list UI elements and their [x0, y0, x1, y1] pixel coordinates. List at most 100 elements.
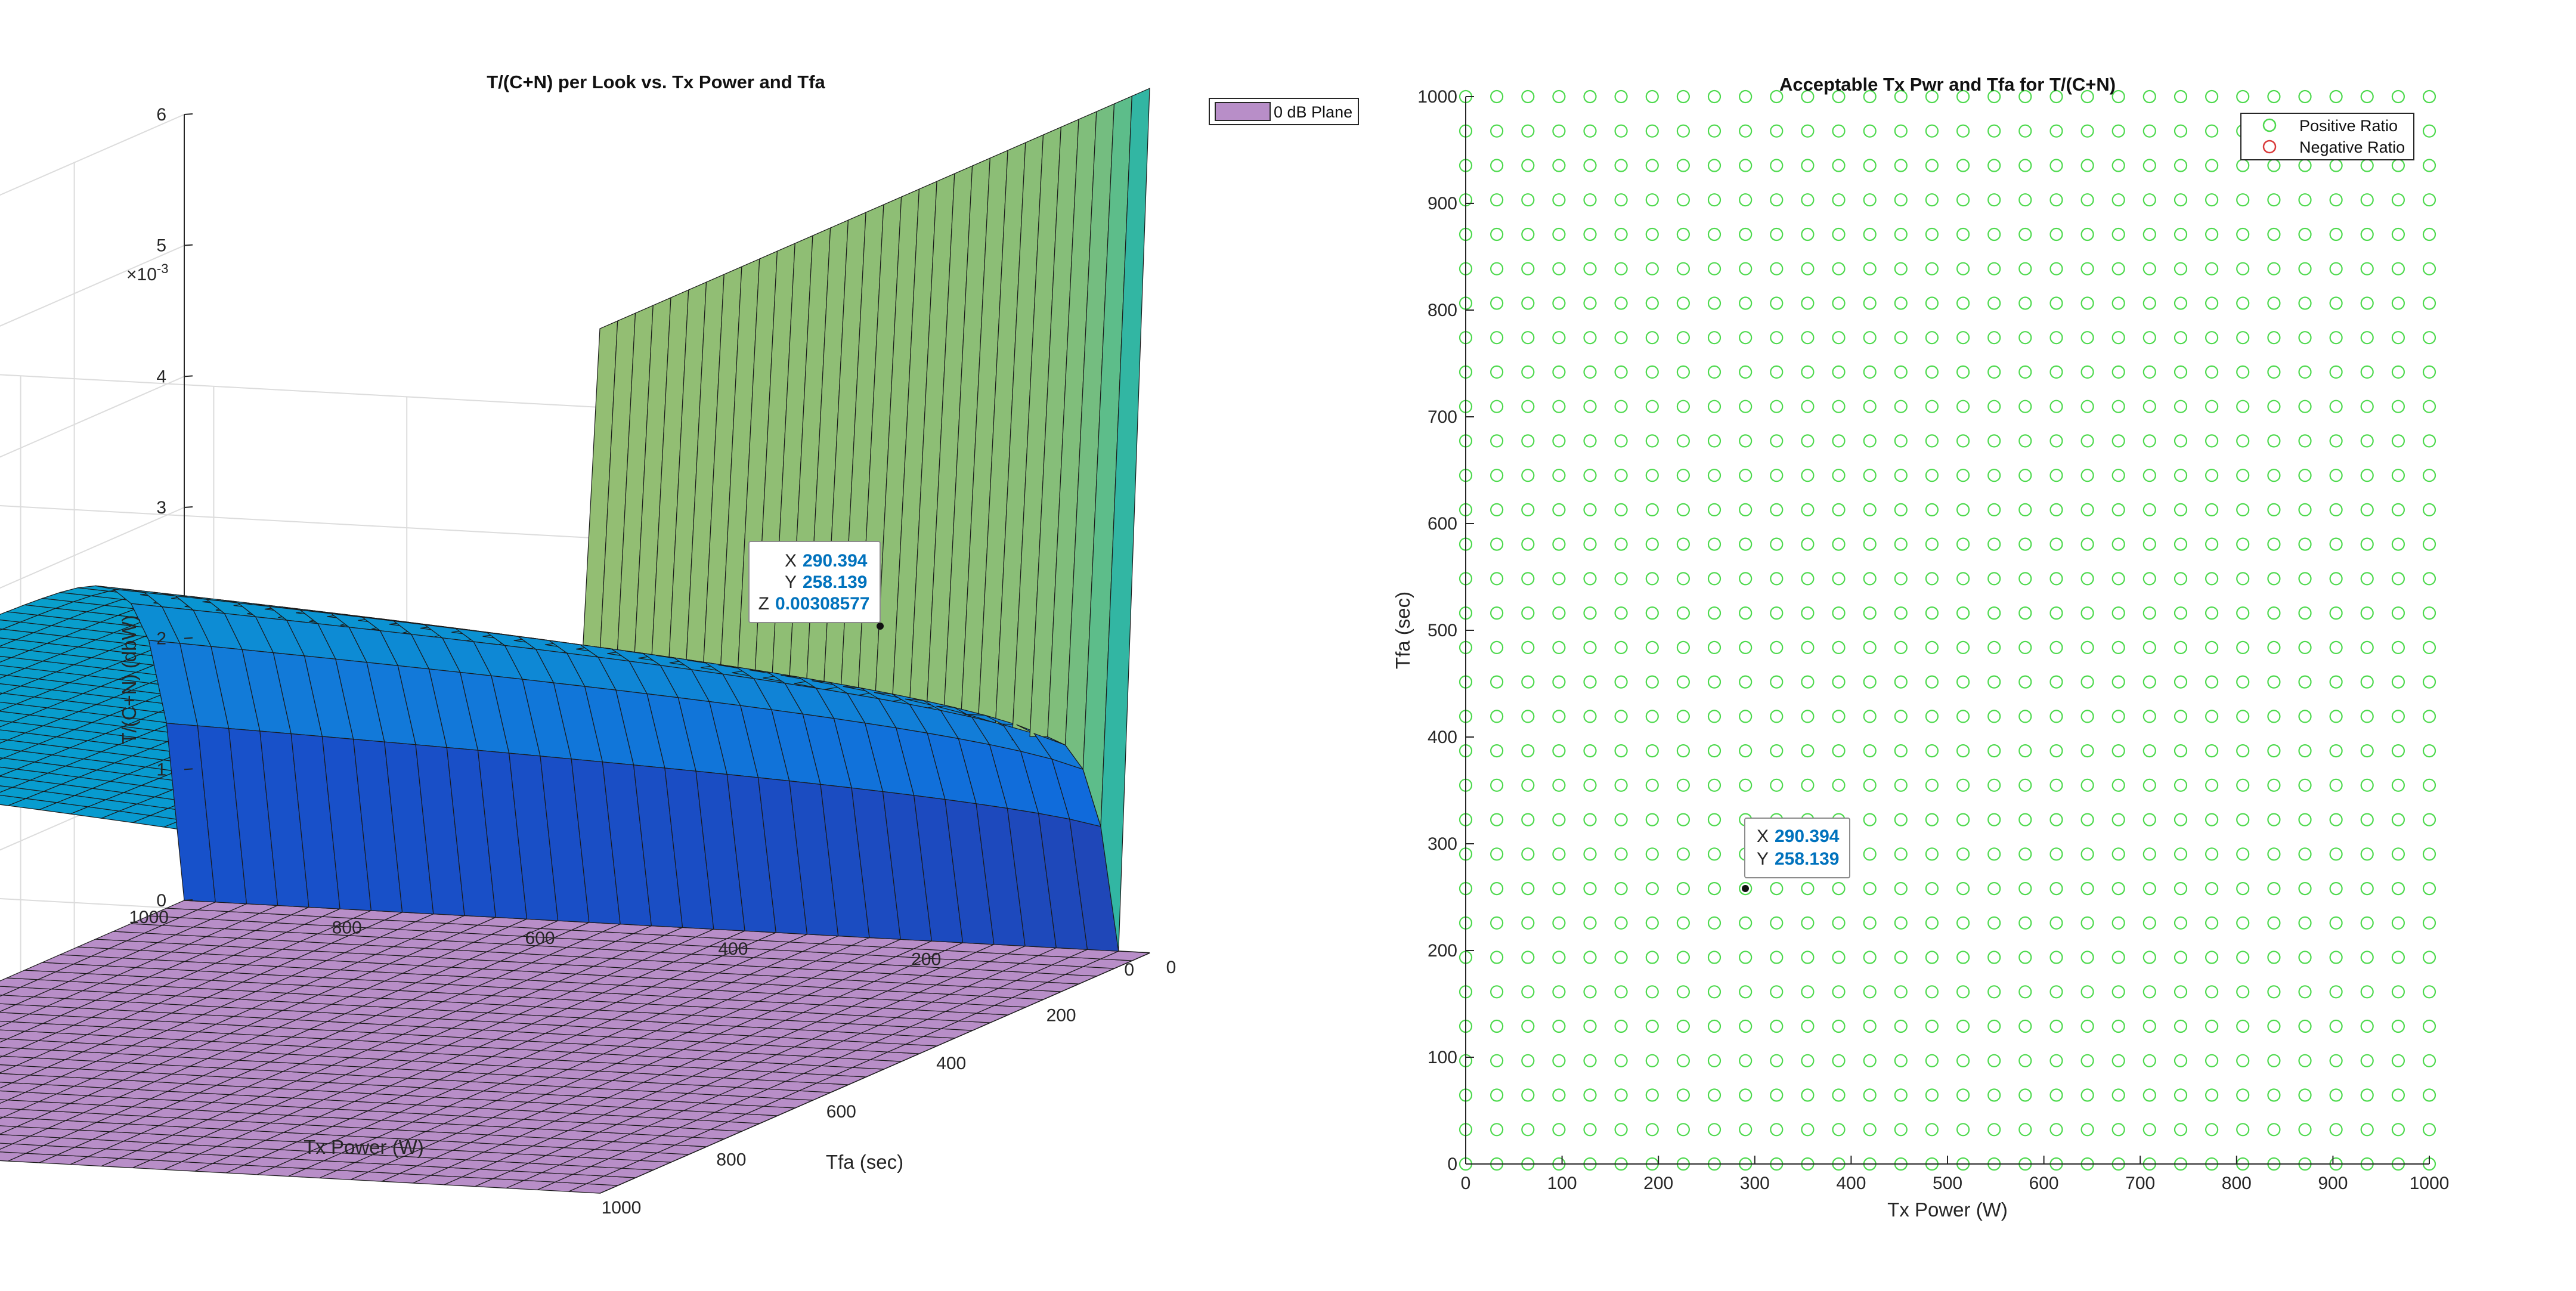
scatter-point-positive-ratio [1583, 262, 1597, 275]
scatter-point-positive-ratio [1490, 537, 1504, 551]
scatter-point-positive-ratio [2111, 331, 2125, 345]
scatter-point-positive-ratio [1521, 1123, 1535, 1137]
legend-marker-positive-ratio [2262, 118, 2277, 132]
scatter-point-positive-ratio [1987, 951, 2001, 964]
surface-legend[interactable]: 0 dB Plane [1209, 98, 1359, 125]
scatter-point-positive-ratio [1521, 881, 1535, 896]
scatter-point-positive-ratio [2174, 1123, 2188, 1137]
scatter-point-positive-ratio [2360, 365, 2374, 379]
zero-db-plane-swatch [1215, 102, 1271, 121]
scatter-point-positive-ratio [1739, 985, 1753, 999]
scatter-point-positive-ratio [2329, 710, 2343, 723]
scatter-point-positive-ratio [2298, 1019, 2312, 1033]
scatter-point-positive-ratio [2267, 503, 2281, 517]
scatter-point-positive-ratio [2422, 710, 2436, 723]
scatter-point-positive-ratio [2267, 193, 2281, 207]
scatter-point-positive-ratio [1645, 1088, 1659, 1102]
scatter-point-positive-ratio [1583, 675, 1597, 689]
scatter-chart[interactable]: 0 100 200 300 400 500 600 700 800 900 1000 0 100 200 3… [1392, 74, 2449, 1221]
scatter-point-positive-ratio [1707, 1054, 1722, 1067]
scatter-point-positive-ratio [2080, 640, 2094, 655]
scatter-point-positive-ratio [1583, 640, 1597, 655]
scatter-point-positive-ratio [1925, 710, 1939, 723]
scatter-datatip[interactable]: X 290.394 Y 258.139 [1742, 818, 1850, 892]
scatter-point-positive-ratio [1863, 89, 1877, 104]
scatter-point-positive-ratio [2080, 1123, 2094, 1137]
scatter-point-positive-ratio [1956, 503, 1970, 517]
scatter-point-positive-ratio [2298, 503, 2312, 517]
scatter-point-positive-ratio [1832, 951, 1846, 964]
scatter-point-positive-ratio [1925, 640, 1939, 655]
surface-z-tick-label: 0 [156, 891, 166, 911]
scatter-point-positive-ratio [2267, 296, 2281, 310]
scatter-point-positive-ratio [1614, 675, 1628, 689]
scatter-point-positive-ratio [1707, 847, 1722, 861]
scatter-point-positive-ratio [2422, 296, 2436, 310]
scatter-point-positive-ratio [2391, 434, 2405, 448]
scatter-point-positive-ratio [1925, 778, 1939, 792]
surface-datatip[interactable]: X 290.394 Y 258.139 Z 0.00308577 [748, 541, 884, 630]
scatter-point-positive-ratio [2329, 778, 2343, 792]
scatter-point-positive-ratio [1552, 159, 1566, 172]
scatter-point-positive-ratio [2391, 89, 2405, 104]
scatter-point-positive-ratio [1739, 193, 1753, 207]
scatter-y-tick-label: 900 [1428, 194, 1457, 213]
scatter-point-positive-ratio [2142, 606, 2156, 620]
scatter-point-positive-ratio [2111, 606, 2125, 620]
scatter-point-positive-ratio [2142, 572, 2156, 586]
scatter-point-positive-ratio [1707, 503, 1722, 517]
scatter-point-positive-ratio [2391, 847, 2405, 861]
scatter-point-positive-ratio [1770, 400, 1784, 413]
scatter-point-positive-ratio [1894, 469, 1908, 482]
scatter-point-positive-ratio [2080, 675, 2094, 689]
scatter-point-positive-ratio [1956, 813, 1970, 826]
scatter-point-positive-ratio [2174, 159, 2188, 172]
surface-chart[interactable]: 0200400600800100002004006008001000012345… [0, 72, 1359, 1218]
scatter-point-positive-ratio [2236, 675, 2250, 689]
legend-entry-negative-ratio: Negative Ratio [2299, 138, 2405, 156]
scatter-point-positive-ratio [1614, 434, 1628, 448]
scatter-point-positive-ratio [1801, 1019, 1815, 1033]
scatter-point-positive-ratio [2142, 881, 2156, 896]
scatter-point-positive-ratio [2267, 331, 2281, 345]
scatter-point-positive-ratio [1583, 778, 1597, 792]
scatter-point-positive-ratio [1925, 572, 1939, 586]
scatter-point-positive-ratio [2111, 744, 2125, 758]
scatter-point-positive-ratio [1490, 331, 1504, 345]
scatter-point-positive-ratio [1739, 296, 1753, 310]
scatter-point-positive-ratio [1739, 331, 1753, 345]
scatter-point-positive-ratio [1676, 710, 1690, 723]
scatter-point-positive-ratio [2360, 916, 2374, 930]
scatter-point-positive-ratio [1583, 1123, 1597, 1137]
scatter-point-positive-ratio [1490, 469, 1504, 482]
scatter-point-positive-ratio [1583, 296, 1597, 310]
scatter-point-positive-ratio [1739, 1019, 1753, 1033]
scatter-point-positive-ratio [2236, 744, 2250, 758]
scatter-legend[interactable]: Positive Ratio Negative Ratio [2240, 113, 2414, 160]
scatter-point-positive-ratio [1490, 124, 1504, 138]
scatter-point-positive-ratio [1583, 606, 1597, 620]
scatter-point-positive-ratio [1863, 951, 1877, 964]
scatter-datatip-y-label: Y [1757, 849, 1769, 869]
scatter-point-positive-ratio [1645, 262, 1659, 275]
scatter-point-positive-ratio [1583, 744, 1597, 758]
scatter-y-tick-label: 700 [1428, 407, 1457, 427]
scatter-point-positive-ratio [2267, 985, 2281, 999]
scatter-point-positive-ratio [1552, 744, 1566, 758]
scatter-point-positive-ratio [2049, 262, 2063, 275]
scatter-point-positive-ratio [2174, 572, 2188, 586]
scatter-point-positive-ratio [1863, 434, 1877, 448]
scatter-point-positive-ratio [1645, 296, 1659, 310]
scatter-point-positive-ratio [2142, 1054, 2156, 1067]
scatter-point-positive-ratio [2267, 365, 2281, 379]
scatter-point-positive-ratio [2267, 469, 2281, 482]
scatter-point-positive-ratio [2391, 710, 2405, 723]
scatter-point-positive-ratio [2391, 985, 2405, 999]
scatter-point-positive-ratio [2205, 537, 2219, 551]
scatter-point-positive-ratio [1645, 503, 1659, 517]
scatter-point-positive-ratio [2329, 262, 2343, 275]
scatter-point-positive-ratio [1583, 847, 1597, 861]
scatter-point-positive-ratio [1987, 1088, 2001, 1102]
scatter-point-positive-ratio [1739, 262, 1753, 275]
scatter-point-positive-ratio [1707, 365, 1722, 379]
